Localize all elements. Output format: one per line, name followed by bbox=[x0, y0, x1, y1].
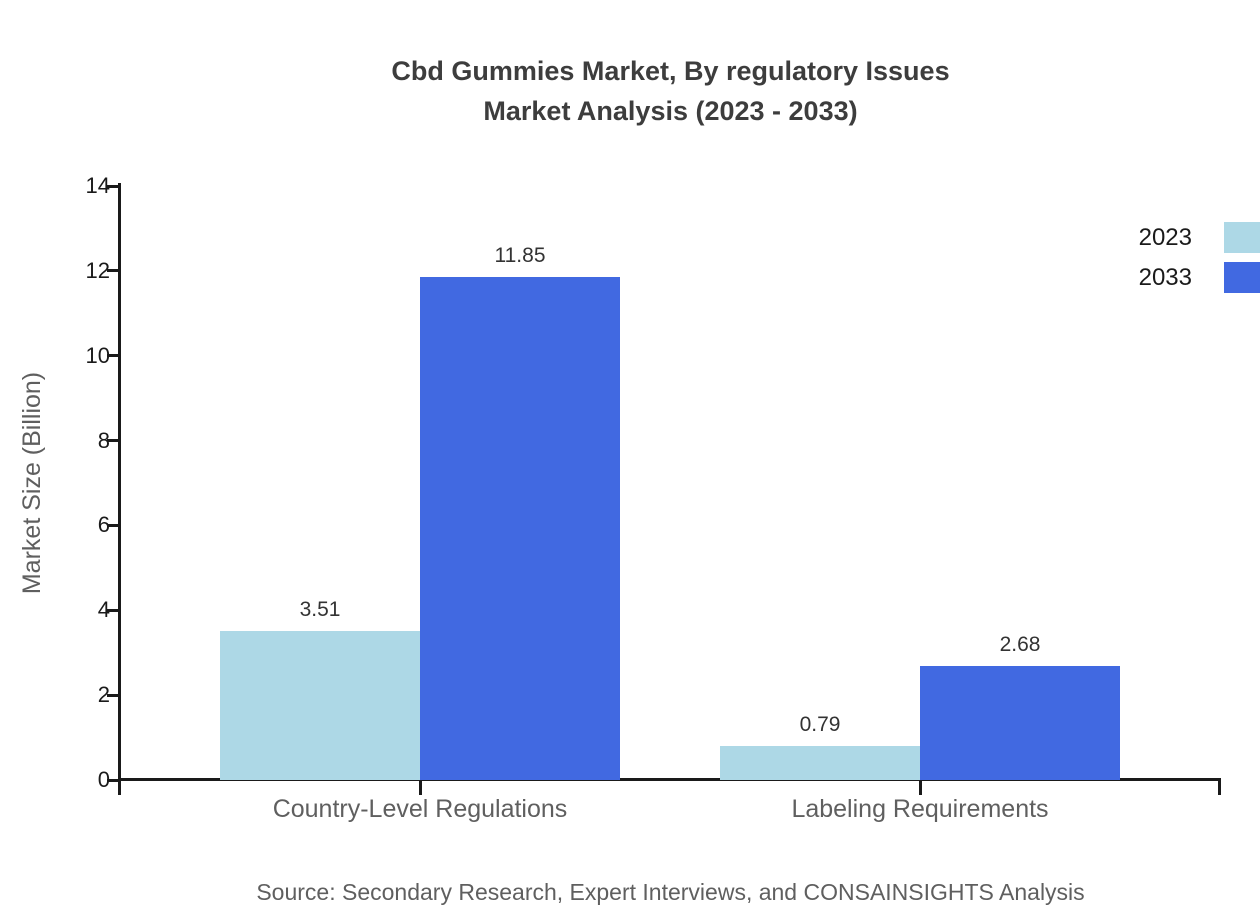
y-tick-label: 6 bbox=[97, 512, 110, 538]
y-tick-label: 10 bbox=[85, 342, 110, 368]
y-tick-label: 2 bbox=[97, 682, 110, 708]
legend-swatch-2033 bbox=[1224, 261, 1260, 293]
legend-label-2033: 2033 bbox=[1138, 263, 1192, 291]
y-tick-mark bbox=[107, 778, 120, 782]
bar-value-label: 11.85 bbox=[494, 244, 546, 268]
bar-2033-0 bbox=[420, 277, 620, 780]
x-tick-mark bbox=[418, 780, 422, 795]
x-axis-label-1: Country-Level Regulations bbox=[272, 795, 568, 823]
y-tick-label: 4 bbox=[97, 597, 110, 623]
y-tick-label: 0 bbox=[97, 767, 110, 792]
source-note: Source: Secondary Research, Expert Inter… bbox=[256, 879, 1085, 905]
x-tick-mark bbox=[918, 780, 922, 795]
chart-title-line2: Market Analysis (2023 - 2033) bbox=[483, 96, 858, 126]
y-tick-label: 8 bbox=[97, 427, 110, 453]
y-tick-mark bbox=[107, 608, 120, 612]
y-tick-mark bbox=[107, 269, 120, 273]
bar-2023-1 bbox=[720, 746, 920, 780]
legend-swatch-2023 bbox=[1224, 222, 1260, 253]
x-axis-line bbox=[120, 778, 1221, 781]
y-tick-mark bbox=[107, 354, 120, 358]
bar-2033-1 bbox=[920, 666, 1120, 780]
bar-2023-0 bbox=[220, 631, 420, 780]
bar-value-label: 3.51 bbox=[299, 598, 341, 622]
chart-title-line1: Cbd Gummies Market, By regulatory Issues bbox=[391, 56, 950, 86]
y-tick-mark bbox=[107, 523, 120, 527]
x-tick-mark bbox=[1218, 780, 1221, 795]
y-tick-label: 12 bbox=[85, 257, 110, 283]
y-tick-mark bbox=[107, 439, 120, 443]
y-tick-label: 14 bbox=[85, 173, 110, 198]
chart-title: Cbd Gummies Market, By regulatory Issues… bbox=[120, 51, 1221, 131]
y-tick-mark bbox=[107, 184, 120, 188]
y-tick-mark bbox=[107, 693, 120, 697]
bar-value-label: 2.68 bbox=[999, 633, 1041, 657]
y-axis-line bbox=[118, 183, 121, 795]
legend-label-2023: 2023 bbox=[1138, 224, 1192, 251]
x-axis-label-2: Labeling Requirements bbox=[791, 795, 1049, 823]
bar-value-label: 0.79 bbox=[799, 713, 841, 737]
